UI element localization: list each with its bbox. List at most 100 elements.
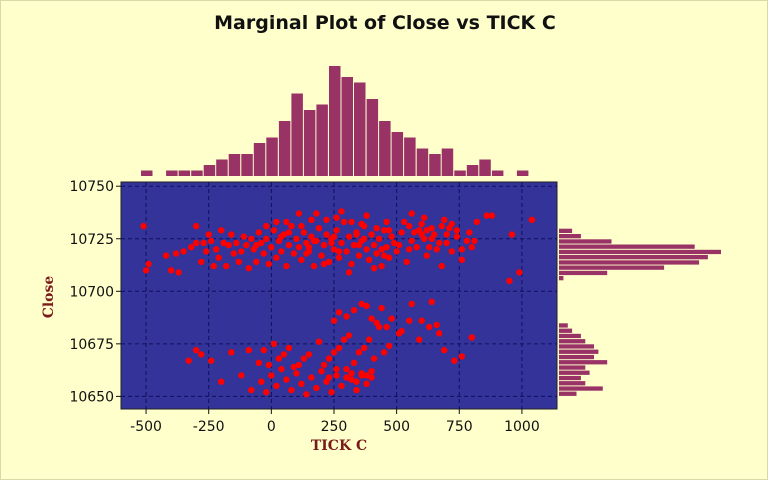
scatter-point <box>348 376 355 383</box>
scatter-point <box>363 212 370 219</box>
scatter-point <box>370 241 378 249</box>
x-histogram-bar <box>516 170 529 176</box>
scatter-point <box>263 389 270 396</box>
scatter-point <box>365 256 373 263</box>
x-histogram-bar <box>241 154 253 176</box>
scatter-point <box>406 317 413 324</box>
scatter-point <box>385 254 393 261</box>
scatter-point <box>418 220 425 228</box>
scatter-point <box>162 252 170 259</box>
scatter-point <box>433 321 440 329</box>
scatter-point <box>508 231 516 238</box>
y-tick-label: 10675 <box>69 337 114 353</box>
scatter-point <box>433 246 440 253</box>
scatter-point <box>353 378 360 385</box>
scatter-point <box>438 262 445 270</box>
y-histogram-bar <box>559 228 573 233</box>
scatter-point <box>380 252 388 259</box>
scatter-point <box>260 250 267 257</box>
y-axis-ticks: 10650 10675 10700 10725 10750 <box>69 179 121 405</box>
scatter-point <box>325 374 333 381</box>
scatter-point <box>283 262 290 270</box>
scatter-point <box>248 386 255 394</box>
scatter-point <box>426 244 433 251</box>
scatter-point <box>310 262 318 270</box>
x-histogram-bar <box>329 66 341 176</box>
scatter-point <box>140 222 147 230</box>
scatter-point <box>318 252 325 259</box>
x-histogram-bar <box>416 148 429 176</box>
scatter-point <box>185 357 192 364</box>
scatter-point <box>431 231 438 238</box>
scatter-point <box>348 370 355 377</box>
scatter-point <box>363 372 370 379</box>
scatter-point <box>473 218 480 226</box>
x-histogram-bar <box>454 170 466 176</box>
plot-area <box>120 181 558 410</box>
scatter-point <box>175 269 182 276</box>
x-tick-label: 250 <box>321 419 348 435</box>
scatter-point <box>278 365 285 373</box>
scatter-point <box>273 254 280 261</box>
scatter-point <box>338 382 345 390</box>
scatter-point <box>393 248 400 255</box>
scatter-point <box>383 323 390 331</box>
scatter-point <box>438 222 445 230</box>
scatter-point <box>458 246 465 253</box>
scatter-point <box>448 248 455 255</box>
scatter-point <box>298 222 305 230</box>
scatter-point <box>421 235 428 242</box>
scatter-point <box>293 370 300 377</box>
scatter-point <box>193 222 200 230</box>
scatter-point <box>308 374 315 381</box>
x-histogram-bar <box>203 165 216 176</box>
scatter-point <box>358 220 365 228</box>
y-axis-label: Close <box>41 276 57 319</box>
scatter-point <box>411 229 418 236</box>
scatter-point <box>303 250 310 257</box>
x-histogram-bar <box>391 132 404 176</box>
scatter-point <box>268 244 275 251</box>
y-histogram-bar <box>559 244 695 249</box>
scatter-point <box>345 332 353 339</box>
scatter-point <box>333 365 340 373</box>
y-histogram-bar <box>559 333 581 339</box>
y-histogram-bar <box>559 276 564 281</box>
scatter-point <box>390 239 398 247</box>
scatter-point <box>295 361 303 369</box>
scatter-point <box>293 235 300 242</box>
scatter-point <box>278 248 285 255</box>
x-histogram-bar <box>278 121 291 176</box>
scatter-point <box>421 214 428 221</box>
y-histogram-bar <box>559 255 708 260</box>
scatter-point <box>260 346 267 354</box>
x-axis-ticks: -500 -250 0 250 500 750 1000 <box>130 409 540 435</box>
scatter-points <box>140 208 536 398</box>
scatter-point <box>353 231 360 238</box>
scatter-point <box>436 239 443 247</box>
x-histogram-bar <box>216 159 228 176</box>
scatter-point <box>285 229 293 236</box>
scatter-point <box>333 214 340 221</box>
scatter-point <box>318 368 325 375</box>
scatter-point <box>368 374 375 381</box>
scatter-point <box>436 330 443 337</box>
scatter-point <box>335 309 343 316</box>
scatter-point <box>380 349 388 356</box>
scatter-point <box>368 231 375 238</box>
scatter-point <box>313 384 320 392</box>
scatter-point <box>208 357 215 364</box>
scatter-point <box>268 372 275 379</box>
scatter-point <box>380 227 388 234</box>
scatter-point <box>285 241 293 249</box>
y-histogram-bar <box>559 249 721 255</box>
scatter-point <box>413 244 420 251</box>
scatter-point <box>506 277 513 284</box>
scatter-point <box>426 323 433 331</box>
x-histogram-bar <box>366 99 379 176</box>
scatter-point <box>263 222 270 230</box>
scatter-point <box>265 361 272 369</box>
scatter-point <box>468 334 475 341</box>
scatter-point <box>408 237 415 245</box>
scatter-point <box>373 250 380 257</box>
